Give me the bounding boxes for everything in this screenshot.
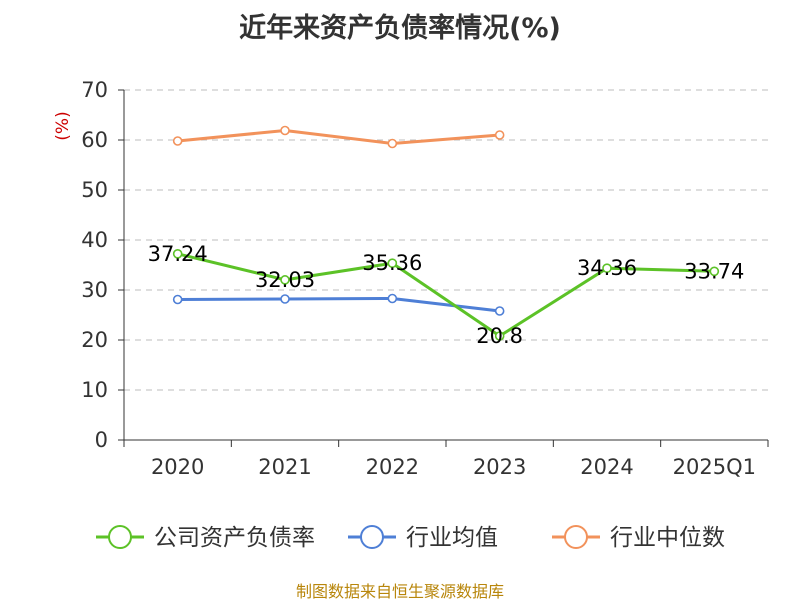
data-point xyxy=(387,258,398,269)
y-axis-label: (%) xyxy=(53,111,73,140)
data-point xyxy=(709,266,720,277)
y-tick-label: 20 xyxy=(81,328,108,352)
data-point xyxy=(172,249,183,259)
y-tick-label: 10 xyxy=(81,378,108,402)
legend-label: 行业均值 xyxy=(406,525,498,551)
x-tick-label: 2020 xyxy=(151,455,204,479)
x-tick-label: 2021 xyxy=(258,455,311,479)
y-tick-label: 0 xyxy=(95,428,108,452)
data-point xyxy=(280,294,290,304)
x-tick-label: 2022 xyxy=(366,455,419,479)
series-line xyxy=(177,129,500,145)
data-point xyxy=(172,136,183,146)
data-point xyxy=(280,125,290,136)
data-label: 33.74 xyxy=(684,259,744,283)
data-label: 35.36 xyxy=(362,251,422,275)
y-tick-label: 30 xyxy=(81,278,108,302)
data-point xyxy=(172,294,183,305)
legend-marker xyxy=(108,525,132,549)
data-point xyxy=(280,275,290,285)
legend-label: 公司资产负债率 xyxy=(154,525,315,551)
data-label: 20.8 xyxy=(476,324,523,348)
chart-title: 近年来资产负债率情况(%) xyxy=(239,13,561,44)
data-point xyxy=(494,130,505,140)
x-tick-label: 2025Q1 xyxy=(673,455,756,479)
data-point xyxy=(494,331,505,341)
y-tick-label: 50 xyxy=(81,178,108,202)
data-point xyxy=(494,306,505,316)
data-label: 32.03 xyxy=(255,268,315,292)
data-point xyxy=(387,293,398,304)
data-point xyxy=(602,263,612,274)
x-tick-label: 2024 xyxy=(580,455,633,479)
y-tick-label: 60 xyxy=(81,128,108,152)
data-point xyxy=(387,138,398,149)
legend-marker xyxy=(564,525,588,549)
data-label: 34.36 xyxy=(577,256,637,280)
legend-label: 行业中位数 xyxy=(610,525,725,551)
data-label: 37.24 xyxy=(148,242,208,266)
source-note: 制图数据来自恒生聚源数据库 xyxy=(295,582,504,601)
series-line xyxy=(177,297,500,313)
x-tick-label: 2023 xyxy=(473,455,526,479)
y-tick-label: 70 xyxy=(81,78,108,102)
legend-marker xyxy=(360,525,384,549)
series-line xyxy=(177,252,715,338)
y-tick-label: 40 xyxy=(81,228,108,252)
